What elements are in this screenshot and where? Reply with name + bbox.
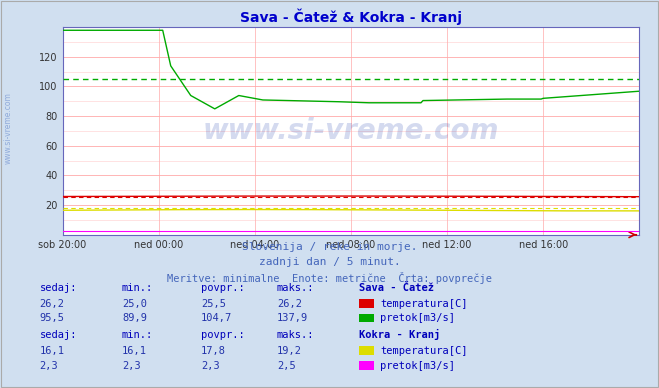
Text: Slovenija / reke in morje.: Slovenija / reke in morje. bbox=[242, 242, 417, 253]
Text: maks.:: maks.: bbox=[277, 283, 314, 293]
Text: 2,3: 2,3 bbox=[122, 360, 140, 371]
Title: Sava - Čatež & Kokra - Kranj: Sava - Čatež & Kokra - Kranj bbox=[240, 8, 462, 24]
Text: 2,3: 2,3 bbox=[40, 360, 58, 371]
Text: www.si-vreme.com: www.si-vreme.com bbox=[203, 117, 499, 145]
Text: 137,9: 137,9 bbox=[277, 313, 308, 323]
Text: 2,5: 2,5 bbox=[277, 360, 295, 371]
Text: Kokra - Kranj: Kokra - Kranj bbox=[359, 329, 440, 340]
Text: pretok[m3/s]: pretok[m3/s] bbox=[380, 313, 455, 323]
Text: 2,3: 2,3 bbox=[201, 360, 219, 371]
Text: sedaj:: sedaj: bbox=[40, 330, 77, 340]
Text: 25,5: 25,5 bbox=[201, 298, 226, 308]
Text: povpr.:: povpr.: bbox=[201, 330, 244, 340]
Text: 26,2: 26,2 bbox=[277, 298, 302, 308]
Text: sedaj:: sedaj: bbox=[40, 283, 77, 293]
Text: zadnji dan / 5 minut.: zadnji dan / 5 minut. bbox=[258, 257, 401, 267]
Text: 104,7: 104,7 bbox=[201, 313, 232, 323]
Text: min.:: min.: bbox=[122, 283, 153, 293]
Text: pretok[m3/s]: pretok[m3/s] bbox=[380, 360, 455, 371]
Text: 95,5: 95,5 bbox=[40, 313, 65, 323]
Text: 17,8: 17,8 bbox=[201, 346, 226, 356]
Text: 16,1: 16,1 bbox=[40, 346, 65, 356]
Text: temperatura[C]: temperatura[C] bbox=[380, 298, 468, 308]
Text: 89,9: 89,9 bbox=[122, 313, 147, 323]
Text: Meritve: minimalne  Enote: metrične  Črta: povprečje: Meritve: minimalne Enote: metrične Črta:… bbox=[167, 272, 492, 284]
Text: 16,1: 16,1 bbox=[122, 346, 147, 356]
Text: min.:: min.: bbox=[122, 330, 153, 340]
Text: 25,0: 25,0 bbox=[122, 298, 147, 308]
Text: temperatura[C]: temperatura[C] bbox=[380, 346, 468, 356]
Text: www.si-vreme.com: www.si-vreme.com bbox=[3, 92, 13, 164]
Text: 19,2: 19,2 bbox=[277, 346, 302, 356]
Text: maks.:: maks.: bbox=[277, 330, 314, 340]
Text: povpr.:: povpr.: bbox=[201, 283, 244, 293]
Text: Sava - Čatež: Sava - Čatež bbox=[359, 283, 434, 293]
Text: 26,2: 26,2 bbox=[40, 298, 65, 308]
